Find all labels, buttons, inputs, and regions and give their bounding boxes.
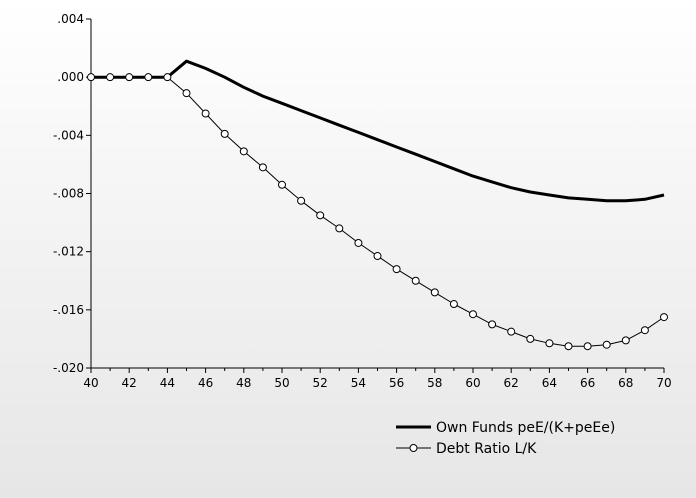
data-point: [87, 73, 95, 82]
data-point: [258, 163, 267, 172]
data-point: [316, 211, 325, 220]
legend-label-debt-ratio: Debt Ratio L/K: [436, 441, 537, 457]
x-tick-label: 66: [580, 376, 595, 390]
x-tick-label: 46: [198, 376, 213, 390]
data-point: [392, 265, 401, 274]
data-point: [564, 342, 573, 351]
data-point: [220, 129, 229, 138]
legend-marker-debt-ratio: [409, 444, 418, 452]
data-point: [640, 326, 649, 335]
data-point: [526, 334, 535, 343]
data-point: [507, 327, 516, 336]
data-point: [278, 180, 286, 189]
data-point: [430, 288, 439, 297]
x-tick-label: 54: [351, 376, 366, 390]
data-point: [335, 224, 344, 233]
y-tick-label: .000: [57, 70, 84, 84]
data-point: [660, 313, 668, 322]
y-tick-label: .004: [57, 12, 84, 26]
y-tick-label: -.004: [53, 128, 84, 142]
data-point: [469, 310, 477, 319]
data-point: [354, 238, 363, 247]
x-tick-label: 44: [160, 376, 175, 390]
series-line-1: [91, 76, 665, 347]
x-tick-label: 60: [465, 376, 480, 390]
x-tick-label: 42: [122, 376, 137, 390]
data-point: [163, 73, 172, 82]
series-layer: [87, 59, 668, 351]
data-point: [106, 73, 115, 82]
x-tick-label: 56: [389, 376, 404, 390]
data-point: [602, 340, 611, 349]
data-point: [373, 252, 382, 261]
series-line-0: [91, 59, 665, 203]
x-tick-label: 62: [504, 376, 519, 390]
legend: Own Funds peE/(K+peEe) Debt Ratio L/K: [396, 420, 615, 457]
data-point: [144, 73, 153, 82]
x-tick-label: 50: [274, 376, 289, 390]
y-tick-label: -.012: [53, 245, 84, 259]
x-tick-label: 40: [83, 376, 98, 390]
y-tick-label: -.016: [53, 303, 84, 317]
data-point: [488, 320, 497, 329]
x-tick-label: 70: [656, 376, 671, 390]
data-point: [583, 342, 592, 351]
plot-area: [91, 19, 664, 368]
legend-label-own-funds: Own Funds peE/(K+peEe): [436, 420, 615, 436]
data-point: [545, 339, 554, 348]
x-tick-label: 58: [427, 376, 442, 390]
data-point: [449, 300, 458, 309]
data-point: [182, 89, 191, 98]
x-tick-label: 52: [313, 376, 328, 390]
data-point: [125, 73, 134, 82]
data-point: [621, 336, 630, 345]
y-tick-label: -.020: [53, 361, 84, 375]
x-tick-label: 48: [236, 376, 251, 390]
data-point: [201, 109, 210, 118]
x-tick-label: 68: [618, 376, 633, 390]
data-point: [297, 196, 306, 205]
data-point: [411, 276, 420, 285]
data-point: [239, 147, 248, 156]
y-tick-label: -.008: [53, 187, 84, 201]
x-tick-label: 64: [542, 376, 557, 390]
